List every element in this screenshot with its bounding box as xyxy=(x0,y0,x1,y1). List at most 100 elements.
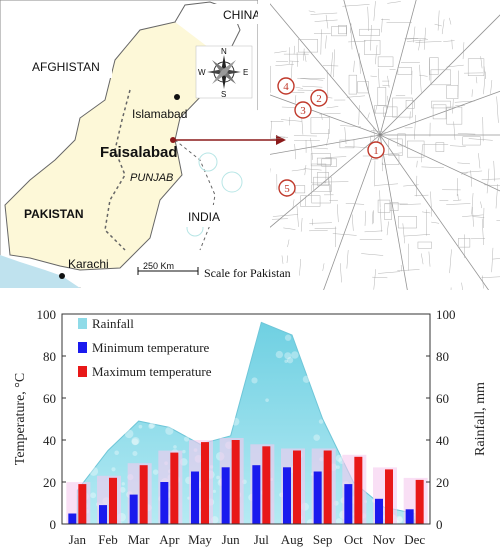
legend-swatch-1 xyxy=(78,342,87,353)
x-tick-label: Oct xyxy=(344,532,363,547)
compass-rose-icon: N S E W xyxy=(196,46,252,99)
rain-droplet xyxy=(284,360,287,363)
legend-label-0: Rainfall xyxy=(92,316,134,331)
sampling-site-2: 2 xyxy=(311,90,327,106)
rain-droplet xyxy=(149,422,155,428)
site-5-label: 5 xyxy=(284,183,290,195)
y-tick-label: 0 xyxy=(50,517,57,532)
bar-max-jan xyxy=(78,484,86,524)
bar-max-mar xyxy=(140,465,148,524)
rain-droplet xyxy=(184,436,189,441)
sampling-site-5: 5 xyxy=(279,180,295,196)
bar-max-jul xyxy=(262,446,270,524)
rain-droplet xyxy=(139,425,143,429)
bar-max-may xyxy=(201,442,209,524)
bar-min-apr xyxy=(160,482,168,524)
bar-max-feb xyxy=(109,478,117,524)
rain-droplet xyxy=(319,419,324,424)
rain-droplet xyxy=(122,482,125,485)
bar-min-mar xyxy=(130,495,138,524)
rain-droplet xyxy=(285,335,291,341)
y-tick-label: 100 xyxy=(37,307,57,322)
sampling-site-4: 4 xyxy=(278,78,294,94)
label-islamabad: Islamabad xyxy=(132,107,187,121)
bar-max-nov xyxy=(385,469,393,524)
label-pakistan: PAKISTAN xyxy=(24,207,84,221)
rain-droplet xyxy=(90,492,96,498)
x-tick-label: Sep xyxy=(313,532,333,547)
compass-s: S xyxy=(221,90,226,99)
rain-droplet xyxy=(313,434,320,441)
x-tick-label: Mar xyxy=(128,532,150,547)
y-tick-label: 20 xyxy=(43,475,56,490)
compass-w: W xyxy=(198,68,206,77)
rain-droplet xyxy=(303,376,310,383)
bar-min-sep xyxy=(314,472,322,525)
y2-tick-label: 40 xyxy=(436,433,449,448)
site-3-label: 3 xyxy=(300,105,306,117)
bar-min-feb xyxy=(99,505,107,524)
legend-swatch-2 xyxy=(78,366,87,377)
rain-droplet xyxy=(182,450,185,453)
x-tick-label: Apr xyxy=(159,532,180,547)
x-tick-label: Jun xyxy=(222,532,241,547)
rain-droplet xyxy=(213,490,216,493)
rain-droplet xyxy=(216,476,220,480)
bar-min-dec xyxy=(406,509,414,524)
rain-droplet xyxy=(165,427,173,435)
y2-tick-label: 60 xyxy=(436,391,449,406)
rain-droplet xyxy=(125,429,134,438)
rain-droplet xyxy=(336,465,340,469)
rain-droplet xyxy=(153,469,159,475)
city-street-map: 4 2 3 1 5 xyxy=(270,0,500,290)
bar-min-jan xyxy=(68,514,76,525)
rain-droplet xyxy=(291,351,298,358)
sampling-site-3: 3 xyxy=(295,102,311,118)
bar-min-jun xyxy=(222,467,230,524)
bar-max-apr xyxy=(170,453,178,524)
islamabad-point xyxy=(174,94,180,100)
rain-droplet xyxy=(265,398,269,402)
x-tick-label: Jul xyxy=(254,532,270,547)
legend-label-1: Minimum temperature xyxy=(92,340,210,355)
city-svg: 4 2 3 1 5 xyxy=(270,0,500,290)
rain-droplet xyxy=(336,518,342,524)
rain-droplet xyxy=(284,352,291,359)
bar-max-sep xyxy=(324,451,332,525)
sampling-site-1: 1 xyxy=(368,142,384,158)
y2-tick-label: 20 xyxy=(436,475,449,490)
y2-axis-label: Rainfall, mm xyxy=(473,382,488,456)
bar-max-oct xyxy=(354,457,362,524)
x-tick-label: Jan xyxy=(69,532,87,547)
x-tick-label: Nov xyxy=(373,532,396,547)
y-axis-label: Temperature, °C xyxy=(13,373,28,465)
rain-droplet xyxy=(336,455,343,462)
bar-min-nov xyxy=(375,499,383,524)
y-tick-label: 80 xyxy=(43,349,56,364)
bar-min-may xyxy=(191,472,199,525)
bar-min-jul xyxy=(252,465,260,524)
label-faisalabad: Faisalabad xyxy=(100,144,178,161)
y2-tick-label: 0 xyxy=(436,517,443,532)
x-tick-label: Dec xyxy=(404,532,425,547)
x-tick-label: Feb xyxy=(98,532,118,547)
x-tick-label: Aug xyxy=(281,532,304,547)
site-4-label: 4 xyxy=(283,81,289,93)
rain-droplet xyxy=(173,445,177,449)
bar-max-dec xyxy=(416,480,424,524)
y2-tick-label: 100 xyxy=(436,307,456,322)
karachi-point xyxy=(59,273,65,279)
label-punjab: PUNJAB xyxy=(130,172,173,184)
x-tick-label: May xyxy=(188,532,212,547)
rain-droplet xyxy=(251,377,257,383)
site-1-label: 1 xyxy=(373,145,379,157)
label-india: INDIA xyxy=(188,210,220,224)
label-china: CHINA xyxy=(223,8,258,22)
rain-droplet xyxy=(131,437,139,445)
site-2-label: 2 xyxy=(316,93,322,105)
rain-droplet xyxy=(232,418,240,426)
bar-max-aug xyxy=(293,451,301,525)
